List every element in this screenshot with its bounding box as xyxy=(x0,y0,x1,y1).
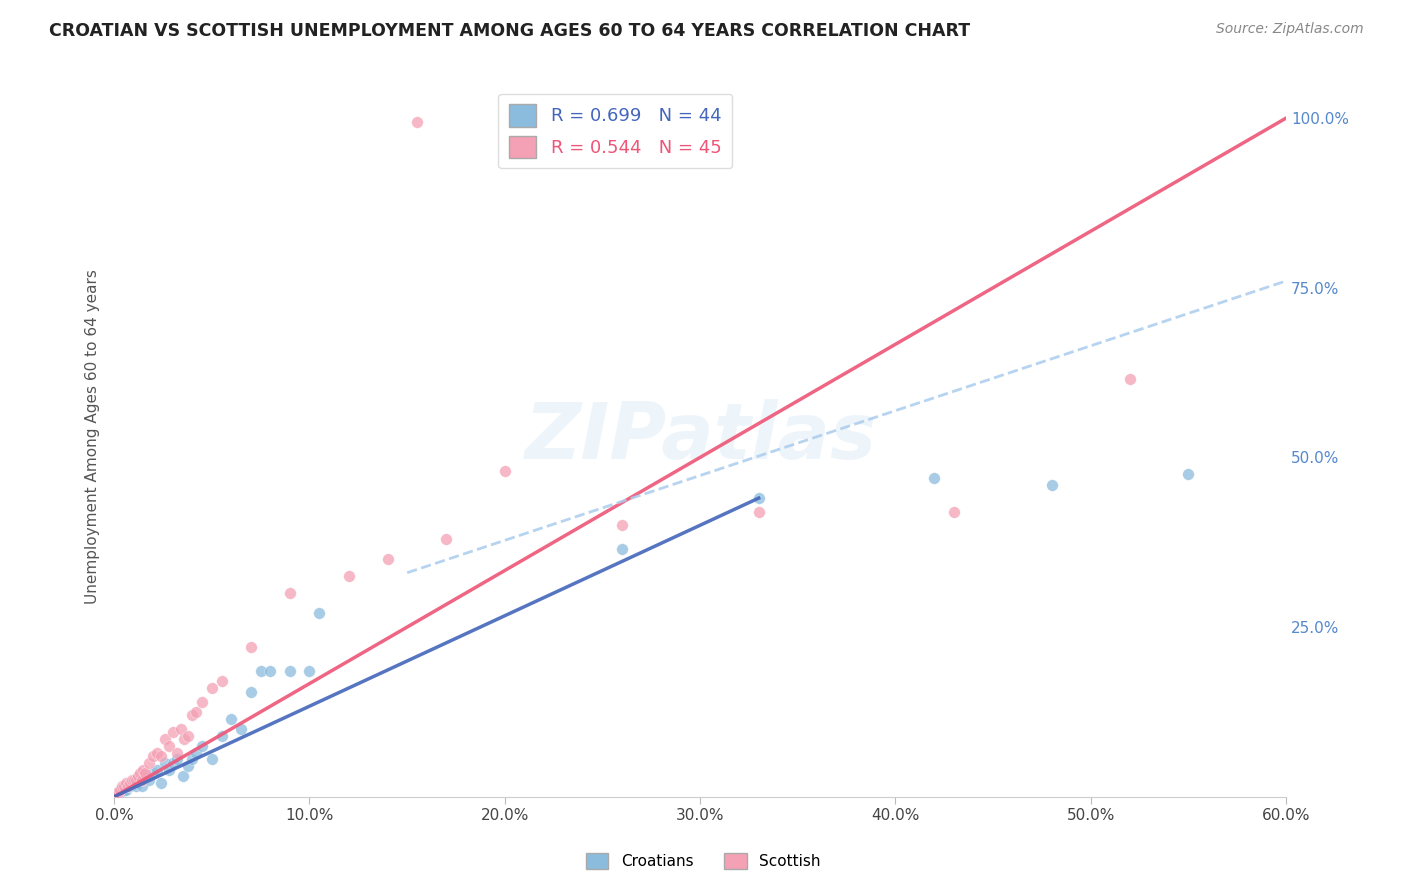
Point xyxy=(124,780,146,794)
Point xyxy=(153,756,176,770)
Point xyxy=(132,763,155,777)
Point xyxy=(181,752,204,766)
Point xyxy=(121,776,143,790)
Point xyxy=(150,776,173,790)
Point xyxy=(181,708,204,723)
Point xyxy=(107,786,129,800)
Point xyxy=(128,766,150,780)
Point xyxy=(298,664,321,678)
Point xyxy=(118,780,141,794)
Point xyxy=(186,746,208,760)
Point xyxy=(138,772,160,787)
Point xyxy=(122,772,145,787)
Point xyxy=(924,471,946,485)
Point xyxy=(115,783,138,797)
Point xyxy=(146,763,169,777)
Point xyxy=(201,752,224,766)
Point xyxy=(166,752,188,766)
Point xyxy=(117,780,139,794)
Point xyxy=(166,746,188,760)
Point xyxy=(1040,477,1063,491)
Point xyxy=(572,114,595,128)
Legend: R = 0.699   N = 44, R = 0.544   N = 45: R = 0.699 N = 44, R = 0.544 N = 45 xyxy=(498,94,733,169)
Point xyxy=(146,746,169,760)
Point xyxy=(221,712,243,726)
Point xyxy=(121,772,143,787)
Point xyxy=(177,759,200,773)
Point xyxy=(239,640,262,655)
Point xyxy=(172,769,194,783)
Point xyxy=(122,776,145,790)
Point xyxy=(239,684,262,698)
Point xyxy=(211,729,233,743)
Point xyxy=(406,114,429,128)
Point xyxy=(173,731,195,746)
Point xyxy=(308,607,330,621)
Point xyxy=(278,586,301,600)
Point xyxy=(128,772,150,787)
Point xyxy=(191,739,214,753)
Point xyxy=(640,114,662,128)
Point xyxy=(142,766,165,780)
Point xyxy=(111,783,134,797)
Point xyxy=(117,780,139,794)
Point xyxy=(150,748,173,763)
Point xyxy=(1119,372,1142,386)
Point xyxy=(177,729,200,743)
Text: CROATIAN VS SCOTTISH UNEMPLOYMENT AMONG AGES 60 TO 64 YEARS CORRELATION CHART: CROATIAN VS SCOTTISH UNEMPLOYMENT AMONG … xyxy=(49,22,970,40)
Point xyxy=(610,541,633,556)
Point xyxy=(107,786,129,800)
Point xyxy=(131,772,153,787)
Point xyxy=(112,783,135,797)
Y-axis label: Unemployment Among Ages 60 to 64 years: Unemployment Among Ages 60 to 64 years xyxy=(86,269,100,605)
Point xyxy=(134,769,156,783)
Point xyxy=(105,786,128,800)
Text: ZIPatlas: ZIPatlas xyxy=(524,399,876,475)
Point xyxy=(118,776,141,790)
Point xyxy=(131,780,153,794)
Point xyxy=(942,505,965,519)
Text: Source: ZipAtlas.com: Source: ZipAtlas.com xyxy=(1216,22,1364,37)
Point xyxy=(231,722,253,736)
Point xyxy=(494,464,516,478)
Point xyxy=(157,739,180,753)
Point xyxy=(142,748,165,763)
Point xyxy=(108,786,131,800)
Point xyxy=(169,722,191,736)
Point xyxy=(434,532,457,546)
Point xyxy=(278,664,301,678)
Point xyxy=(337,569,360,583)
Point xyxy=(620,114,643,128)
Point xyxy=(191,695,214,709)
Point xyxy=(259,664,281,678)
Point xyxy=(1177,467,1199,482)
Point xyxy=(748,491,770,505)
Point xyxy=(111,780,134,794)
Legend: Croatians, Scottish: Croatians, Scottish xyxy=(579,847,827,875)
Point xyxy=(153,731,176,746)
Point xyxy=(132,772,155,787)
Point xyxy=(157,763,180,777)
Point xyxy=(201,681,224,695)
Point xyxy=(162,756,184,770)
Point xyxy=(748,505,770,519)
Point xyxy=(127,776,149,790)
Point xyxy=(127,769,149,783)
Point xyxy=(186,705,208,719)
Point xyxy=(138,756,160,770)
Point xyxy=(249,664,271,678)
Point xyxy=(211,674,233,689)
Point xyxy=(112,780,135,794)
Point xyxy=(377,552,399,566)
Point xyxy=(134,766,156,780)
Point xyxy=(115,776,138,790)
Point xyxy=(105,786,128,800)
Point xyxy=(162,725,184,739)
Point xyxy=(610,518,633,533)
Point xyxy=(108,783,131,797)
Point xyxy=(124,772,146,787)
